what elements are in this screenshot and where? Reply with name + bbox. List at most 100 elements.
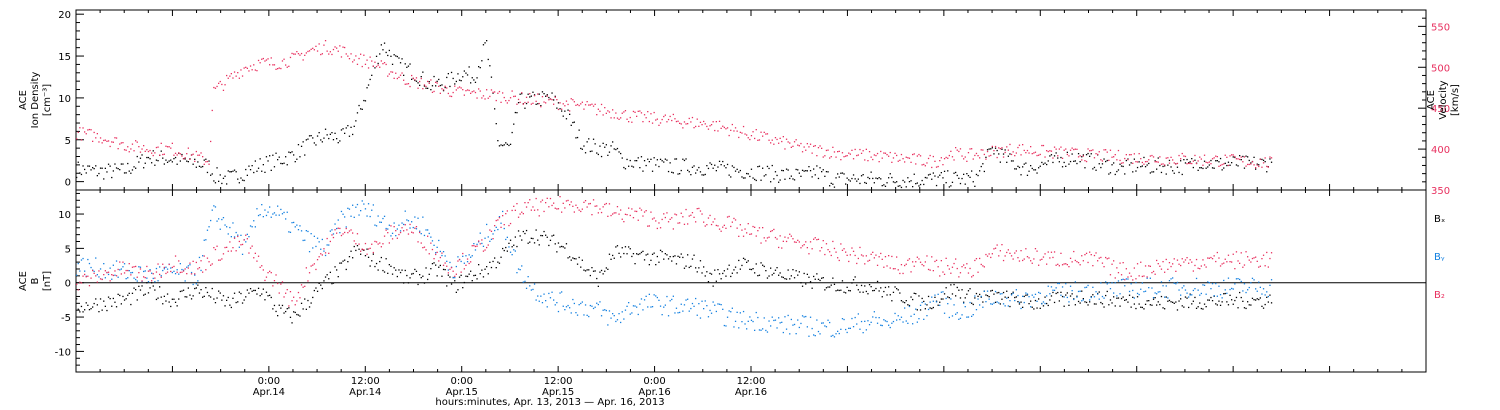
ion-density-series-point bbox=[1226, 164, 1228, 167]
by-series-point bbox=[883, 319, 885, 321]
ion-density-series-point bbox=[541, 91, 544, 93]
velocity-series-point bbox=[233, 71, 236, 73]
by-series-point bbox=[388, 224, 390, 226]
bx-series-point bbox=[104, 305, 106, 307]
bx-series-point bbox=[93, 302, 95, 305]
bz-series-point bbox=[1058, 265, 1060, 267]
velocity-series-point bbox=[948, 154, 950, 157]
velocity-series-point bbox=[82, 127, 84, 129]
by-series-point bbox=[1175, 283, 1177, 285]
bx-series-point bbox=[628, 246, 630, 248]
ion-density-series-point bbox=[803, 170, 805, 172]
velocity-series-point bbox=[211, 109, 213, 112]
ion-density-series-point bbox=[712, 167, 714, 169]
by-series-point bbox=[723, 324, 725, 327]
by-series-point bbox=[993, 302, 995, 304]
bx-series-point bbox=[1090, 296, 1092, 298]
velocity-series-point bbox=[412, 77, 414, 79]
bz-series-point bbox=[754, 226, 756, 228]
bz-series-point bbox=[1239, 262, 1241, 264]
bx-series-point bbox=[509, 239, 512, 241]
ion-density-series-point bbox=[1122, 165, 1124, 168]
ion-density-series-point bbox=[841, 172, 844, 174]
bx-series-point bbox=[971, 302, 973, 304]
bx-series-point bbox=[363, 249, 365, 251]
bx-series-point bbox=[293, 311, 295, 313]
by-series-point bbox=[594, 306, 596, 308]
bz-series-point bbox=[439, 256, 441, 259]
by-series-point bbox=[237, 234, 239, 236]
ion-density-series-point bbox=[481, 60, 483, 62]
bx-series-point bbox=[206, 291, 209, 294]
bz-series-point bbox=[616, 206, 619, 208]
ion-density-series-point bbox=[816, 165, 818, 167]
ion-density-series-point bbox=[741, 176, 743, 178]
bz-series-point bbox=[190, 273, 193, 275]
by-series-point bbox=[814, 335, 816, 337]
bx-series-point bbox=[525, 229, 528, 232]
by-series-point bbox=[1018, 301, 1021, 304]
by-series-point bbox=[651, 306, 654, 308]
by-series-point bbox=[616, 319, 619, 321]
bz-series-point bbox=[825, 243, 828, 245]
ion-density-series-point bbox=[1218, 161, 1220, 163]
bx-series-point bbox=[1269, 294, 1271, 296]
bx-series-point bbox=[1176, 309, 1179, 311]
y-tick-label: 5 bbox=[65, 244, 71, 255]
bz-series-point bbox=[709, 214, 711, 217]
bz-series-point bbox=[845, 251, 847, 253]
bz-series-point bbox=[423, 246, 426, 248]
y-tick-label-right: 500 bbox=[1431, 63, 1450, 74]
ion-density-series-point bbox=[395, 55, 397, 57]
bx-series-point bbox=[205, 287, 207, 289]
bz-series-point bbox=[90, 277, 92, 279]
velocity-series-point bbox=[999, 148, 1001, 150]
bz-series-point bbox=[1138, 275, 1140, 277]
bz-series-point bbox=[76, 283, 78, 285]
velocity-series-point bbox=[1009, 143, 1011, 146]
by-series-point bbox=[876, 322, 879, 324]
by-series-point bbox=[468, 254, 470, 256]
velocity-series-point bbox=[782, 136, 784, 138]
bx-series-point bbox=[886, 294, 888, 296]
velocity-series-point bbox=[1122, 162, 1124, 164]
bz-series-point bbox=[288, 305, 290, 307]
by-series-point bbox=[790, 318, 792, 321]
ion-density-series-point bbox=[1085, 154, 1088, 156]
velocity-series-point bbox=[509, 97, 512, 99]
bx-series-point bbox=[1017, 301, 1019, 303]
ion-density-series-point bbox=[133, 166, 135, 168]
velocity-series-point bbox=[1046, 150, 1048, 152]
bx-series-point bbox=[133, 287, 135, 289]
by-series-point bbox=[1194, 288, 1196, 290]
bz-series-point bbox=[205, 269, 207, 271]
by-series-point bbox=[808, 335, 810, 337]
bz-series-point bbox=[682, 216, 684, 218]
by-series-point bbox=[546, 306, 548, 308]
bx-series-point bbox=[127, 294, 129, 296]
by-series-point bbox=[699, 317, 702, 319]
bx-series-point bbox=[1267, 301, 1269, 303]
bx-series-point bbox=[1128, 294, 1131, 296]
left-y-axis-label: ACE B [nT] bbox=[18, 271, 53, 291]
by-series-point bbox=[677, 312, 679, 314]
velocity-series-point bbox=[369, 56, 371, 58]
bz-series-point bbox=[420, 242, 422, 244]
ion-density-series-point bbox=[320, 139, 322, 141]
bx-series-point bbox=[391, 273, 394, 275]
velocity-series-point bbox=[1014, 155, 1016, 157]
by-series-point bbox=[559, 292, 561, 294]
velocity-series-point bbox=[342, 46, 344, 48]
bz-series-point bbox=[1025, 248, 1027, 250]
bz-series-point bbox=[728, 215, 730, 218]
velocity-series-point bbox=[966, 160, 968, 162]
velocity-series-point bbox=[1251, 161, 1254, 163]
by-series-point bbox=[350, 215, 352, 217]
by-series-point bbox=[755, 311, 757, 314]
bz-series-point bbox=[1223, 262, 1225, 264]
by-series-point bbox=[218, 218, 220, 220]
ion-density-series-point bbox=[860, 175, 863, 177]
by-series-point bbox=[784, 316, 786, 318]
by-series-point bbox=[297, 229, 300, 231]
